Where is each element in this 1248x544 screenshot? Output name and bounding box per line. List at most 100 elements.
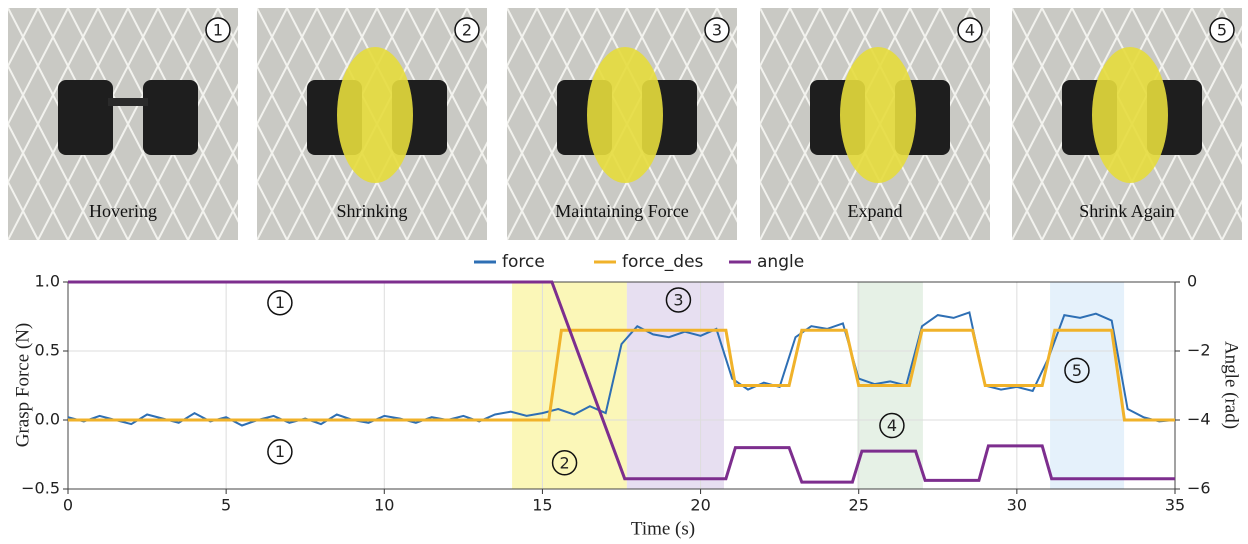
net-line <box>1161 83 1242 240</box>
x-tick-label: 25 <box>849 496 869 515</box>
photo-caption: Hovering <box>89 201 157 221</box>
y-axis-label: Grasp Force (N) <box>12 323 33 448</box>
net-line <box>257 8 348 185</box>
photo-panel: 1 Hovering <box>8 8 238 240</box>
net-line <box>436 141 487 240</box>
balloon <box>587 47 663 183</box>
net-line <box>1012 8 1043 69</box>
y2-tick-label: −2 <box>1187 341 1211 360</box>
net-line <box>686 141 737 240</box>
phase-region <box>1050 282 1125 489</box>
net-line <box>67 8 189 240</box>
legend-label: angle <box>757 252 804 272</box>
photo-panel: 3 Maintaining Force <box>507 8 737 240</box>
balloon <box>840 47 916 183</box>
y2-axis-label: Angle (rad) <box>1221 341 1242 429</box>
net-line <box>257 179 288 240</box>
net-line <box>760 179 791 240</box>
net-line <box>157 83 238 240</box>
net-line <box>507 179 538 240</box>
balloon <box>1092 47 1168 183</box>
x-axis-label: Time (s) <box>631 518 695 539</box>
net-line <box>760 8 851 185</box>
step-number: 1 <box>213 21 223 40</box>
y2-tick-label: −4 <box>1187 410 1211 429</box>
step-circle <box>454 17 480 43</box>
net-line <box>8 8 69 127</box>
annotation-circle <box>551 450 578 476</box>
y2-tick-label: 0 <box>1187 272 1197 291</box>
net-line <box>1012 8 1103 185</box>
net-line <box>507 121 568 240</box>
net-line <box>8 237 9 240</box>
x-tick-label: 35 <box>1165 496 1185 515</box>
y-tick-label: −0.5 <box>21 479 60 498</box>
annotation-circle <box>1064 357 1090 384</box>
balloon <box>337 47 413 183</box>
step-circle <box>704 17 730 43</box>
x-tick-label: 15 <box>532 496 552 515</box>
annotation-circle <box>267 438 293 465</box>
step-number: 3 <box>712 21 722 40</box>
annotation: 2 <box>559 453 569 472</box>
net-line <box>187 141 238 240</box>
net-line <box>1012 8 1073 127</box>
step-circle <box>1209 17 1235 43</box>
net-line <box>507 8 598 185</box>
photo-background <box>8 8 238 240</box>
phase-region <box>512 282 627 489</box>
annotation: 3 <box>673 290 683 309</box>
y-tick-label: 1.0 <box>35 272 60 291</box>
net-line <box>507 8 538 69</box>
y-tick-label: 0.5 <box>35 341 60 360</box>
net-line <box>1012 179 1043 240</box>
net-line <box>257 8 318 127</box>
net-line <box>406 83 487 240</box>
net-line <box>1191 141 1242 240</box>
net-line <box>939 8 990 107</box>
x-tick-label: 30 <box>1007 496 1027 515</box>
legend-label: force <box>502 252 545 272</box>
y2-tick-label: −6 <box>1187 479 1211 498</box>
annotation-circle <box>267 289 293 316</box>
photo-panel: 5 Shrink Again <box>1012 8 1242 240</box>
net-line <box>436 8 487 107</box>
annotation-circle <box>879 412 905 439</box>
step-circle <box>205 17 231 43</box>
net-line <box>686 8 737 107</box>
x-tick-label: 5 <box>221 496 231 515</box>
annotation: 5 <box>1072 361 1082 380</box>
net-line <box>8 8 99 185</box>
x-tick-label: 10 <box>374 496 394 515</box>
net-line <box>507 8 568 127</box>
step-number: 5 <box>1217 21 1227 40</box>
net-line <box>909 83 990 240</box>
net-line <box>8 179 39 240</box>
net-line <box>8 8 9 11</box>
annotation: 1 <box>275 293 285 312</box>
net-line <box>257 8 288 69</box>
photo-caption: Shrink Again <box>1079 201 1175 221</box>
net-line <box>187 8 238 107</box>
photo-caption: Shrinking <box>336 201 407 221</box>
series-line <box>68 280 1175 484</box>
series-line <box>68 328 1175 422</box>
net-line <box>760 121 821 240</box>
legend-label: force_des <box>622 252 704 272</box>
annotation: 4 <box>887 416 897 435</box>
net-line <box>939 141 990 240</box>
plot-frame <box>67 281 1176 490</box>
photo-panel: 4 Expand <box>760 8 990 240</box>
step-circle <box>957 17 983 43</box>
step-number: 4 <box>965 21 975 40</box>
annotation-circle <box>665 287 692 313</box>
net-line <box>760 8 791 69</box>
net-line <box>760 8 821 127</box>
net-line <box>656 83 737 240</box>
net-line <box>257 121 318 240</box>
robot-body <box>58 80 113 155</box>
step-number: 2 <box>462 21 472 40</box>
robot-arm <box>108 98 148 106</box>
x-tick-label: 20 <box>690 496 710 515</box>
